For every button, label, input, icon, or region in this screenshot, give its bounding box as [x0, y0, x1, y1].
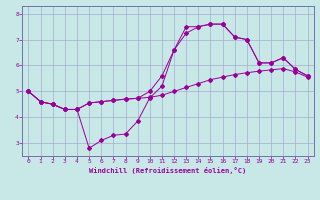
- X-axis label: Windchill (Refroidissement éolien,°C): Windchill (Refroidissement éolien,°C): [89, 167, 247, 174]
